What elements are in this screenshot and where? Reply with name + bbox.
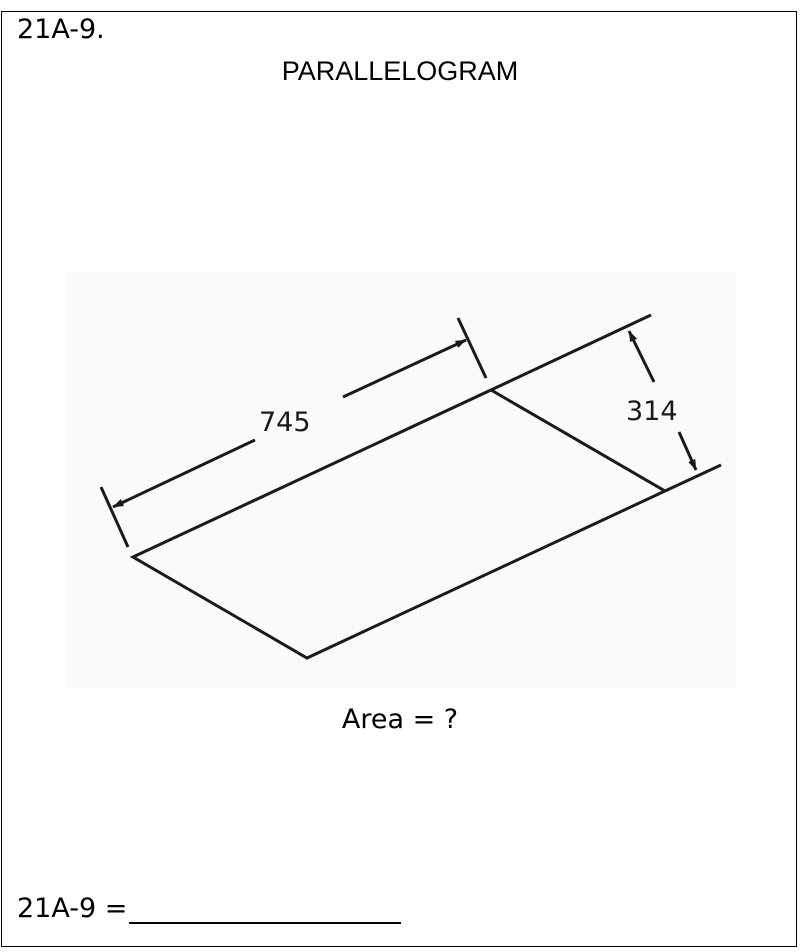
worksheet-frame bbox=[1, 11, 797, 947]
answer-row: 21A-9 = bbox=[17, 893, 402, 924]
height-dimension-line-bottom bbox=[677, 431, 698, 471]
base-dimension-label: 745 bbox=[259, 407, 311, 438]
base-extension-line-left bbox=[99, 486, 130, 548]
answer-label: 21A-9 = bbox=[17, 893, 128, 924]
height-extension-line-bottom bbox=[664, 463, 722, 493]
base-extension-line-right bbox=[456, 317, 488, 379]
figure-title: PARALLELOGRAM bbox=[281, 56, 519, 86]
height-dimension-line-top bbox=[627, 330, 656, 383]
parallelogram-shape bbox=[129, 388, 669, 660]
base-dimension-line-right bbox=[342, 338, 467, 399]
height-dimension-label: 314 bbox=[626, 396, 678, 427]
area-question: Area = ? bbox=[341, 704, 459, 735]
base-dimension-line-left bbox=[112, 438, 256, 509]
problem-number: 21A-9. bbox=[17, 14, 105, 45]
height-extension-line-top bbox=[490, 313, 652, 392]
figure-background bbox=[66, 272, 736, 688]
answer-blank-field[interactable] bbox=[129, 894, 402, 924]
